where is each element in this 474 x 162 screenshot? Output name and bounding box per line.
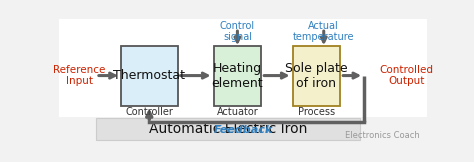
Text: Control
signal: Control signal (220, 21, 255, 42)
FancyBboxPatch shape (96, 118, 360, 140)
FancyBboxPatch shape (213, 46, 261, 105)
Text: Actuator: Actuator (217, 107, 258, 117)
Text: Reference
Input: Reference Input (53, 65, 106, 86)
Bar (59, 19, 427, 117)
Text: Controller: Controller (125, 107, 173, 117)
Text: Heating
element: Heating element (211, 62, 263, 90)
Text: Automatic Electric Iron: Automatic Electric Iron (149, 122, 308, 136)
Text: Controlled
Output: Controlled Output (379, 65, 433, 86)
Text: Process: Process (298, 107, 335, 117)
Text: Thermostat: Thermostat (113, 69, 185, 82)
Text: Sole plate
of iron: Sole plate of iron (285, 62, 348, 90)
Text: Actual
temperature: Actual temperature (293, 21, 355, 42)
Text: Electronics Coach: Electronics Coach (345, 131, 419, 140)
FancyBboxPatch shape (292, 46, 340, 105)
Text: Feedback: Feedback (213, 125, 273, 135)
FancyBboxPatch shape (121, 46, 178, 105)
